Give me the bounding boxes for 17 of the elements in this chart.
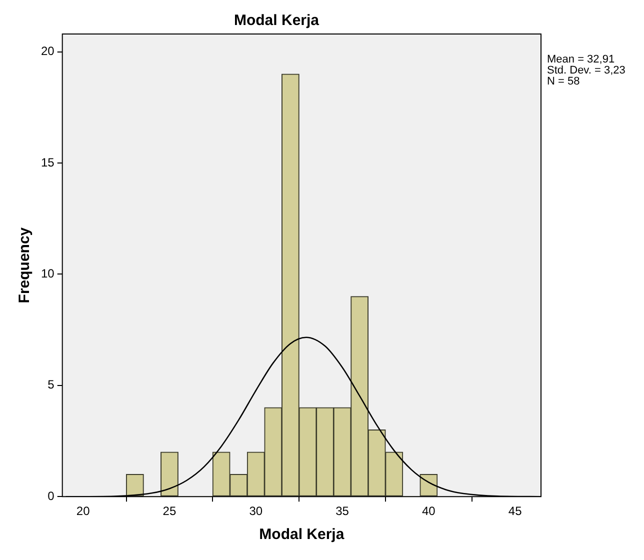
y-tick-label: 10 [40,266,55,281]
text: Std. Dev. = 3,23 [547,64,626,77]
y-tick-label: 5 [48,378,55,392]
text: Mean = 32,91 [547,54,615,66]
x-tick-label: 30 [249,504,263,518]
x-axis-title: Modal Kerja [259,526,345,544]
x-tick-label: 40 [422,504,436,518]
text: N = 58 [547,76,580,88]
x-tick-label: 25 [162,504,176,518]
y-axis-title: Frequency [16,226,34,304]
y-tick-label: 15 [40,155,55,170]
y-tick-label: 20 [40,44,55,58]
y-tick-label: 0 [48,488,55,503]
x-tick-label: 35 [336,504,350,518]
x-tick-label: 45 [508,504,522,518]
chart-title: Modal Kerja [234,12,320,30]
x-tick-label: 20 [76,504,90,518]
